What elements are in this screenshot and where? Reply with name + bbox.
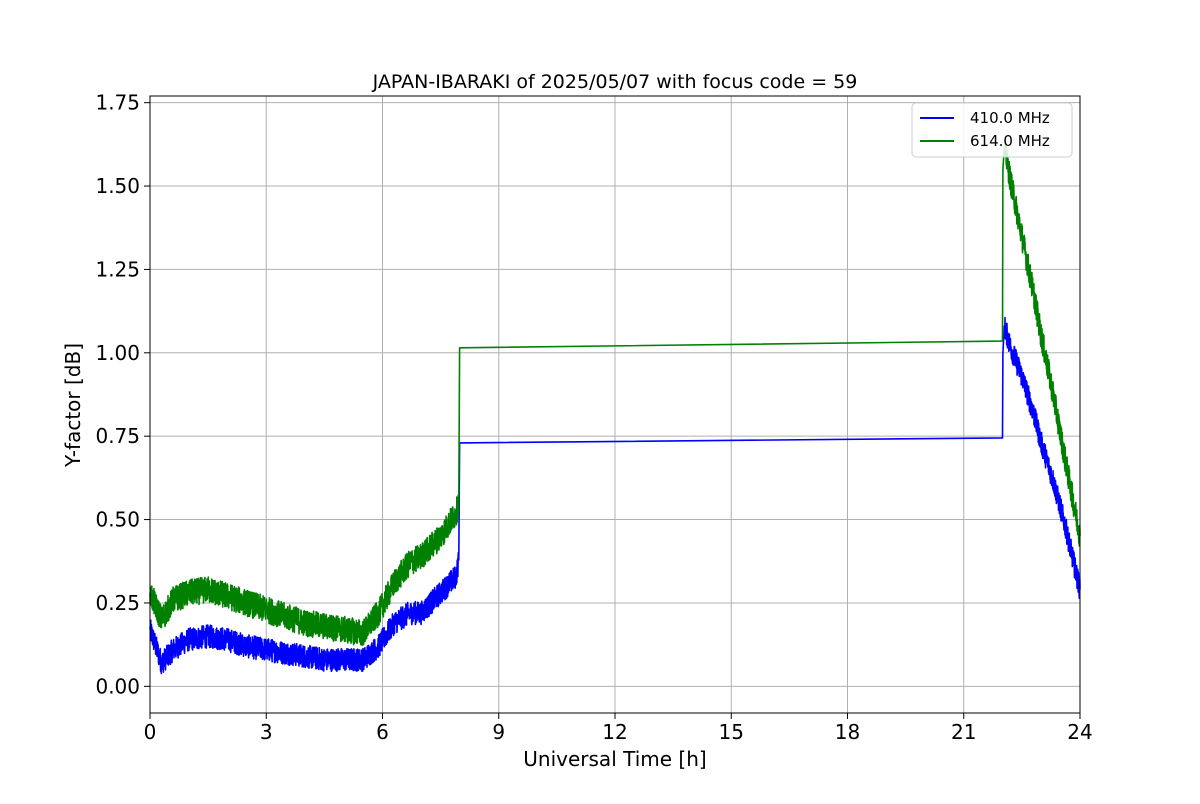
legend: 410.0 MHz 614.0 MHz xyxy=(911,102,1073,158)
legend-box xyxy=(911,102,1073,158)
x-tick-label: 24 xyxy=(1067,720,1092,744)
series-line xyxy=(149,316,1081,675)
x-tick-label: 6 xyxy=(376,720,389,744)
x-axis-ticks: 0 3 6 9 12 15 18 21 24 xyxy=(144,713,1093,744)
y-tick-label: 0.00 xyxy=(95,674,140,698)
y-axis-ticks: 0.00 0.25 0.50 0.75 1.00 1.25 1.50 1.75 xyxy=(95,91,150,698)
series-line xyxy=(149,137,1081,647)
y-axis-label: Y-factor [dB] xyxy=(61,343,85,468)
chart-title: JAPAN-IBARAKI of 2025/05/07 with focus c… xyxy=(372,71,858,93)
x-axis-label: Universal Time [h] xyxy=(523,747,706,771)
x-tick-label: 12 xyxy=(602,720,627,744)
x-tick-label: 15 xyxy=(719,720,744,744)
x-tick-label: 21 xyxy=(951,720,976,744)
y-tick-label: 1.75 xyxy=(95,91,140,115)
y-tick-label: 0.75 xyxy=(95,424,140,448)
legend-label: 410.0 MHz xyxy=(970,109,1050,127)
x-tick-label: 3 xyxy=(260,720,273,744)
series-layer xyxy=(149,137,1081,675)
x-tick-label: 0 xyxy=(144,720,157,744)
y-tick-label: 1.50 xyxy=(95,174,140,198)
y-tick-label: 1.25 xyxy=(95,257,140,281)
legend-label: 614.0 MHz xyxy=(970,132,1050,150)
y-tick-label: 1.00 xyxy=(95,341,140,365)
y-tick-label: 0.25 xyxy=(95,591,140,615)
x-tick-label: 9 xyxy=(492,720,505,744)
y-tick-label: 0.50 xyxy=(95,508,140,532)
x-tick-label: 18 xyxy=(835,720,860,744)
